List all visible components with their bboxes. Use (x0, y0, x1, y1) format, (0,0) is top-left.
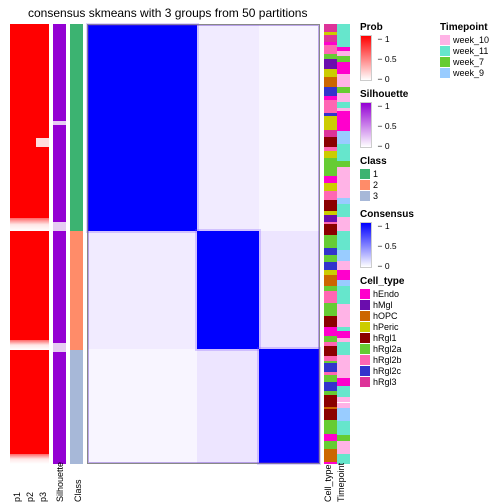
right-annotations (320, 24, 350, 464)
heatmap-plot (10, 24, 350, 464)
anno-celltype (324, 24, 337, 464)
xlab-p3: p3 (38, 492, 48, 502)
x-axis-labels: p1 p2 p3 Silhouette Class Cell_type Time… (10, 466, 350, 502)
xlab-timepoint: Timepoint (336, 463, 346, 502)
anno-p1 (10, 24, 23, 464)
anno-timepoint (337, 24, 350, 464)
anno-p3 (36, 24, 49, 464)
consensus-matrix (87, 24, 320, 464)
xlab-class: Class (73, 479, 83, 502)
xlab-p2: p2 (25, 492, 35, 502)
left-annotations (10, 24, 87, 464)
legend-right-col: Timepoint week_10week_11week_7week_9 (440, 22, 504, 86)
xlab-celltype: Cell_type (323, 464, 333, 502)
xlab-p1: p1 (12, 492, 22, 502)
xlab-sil: Silhouette (55, 462, 65, 502)
anno-class (70, 24, 83, 464)
anno-silhouette (53, 24, 66, 464)
anno-p2 (23, 24, 36, 464)
plot-title: consensus skmeans with 3 groups from 50 … (28, 6, 307, 20)
